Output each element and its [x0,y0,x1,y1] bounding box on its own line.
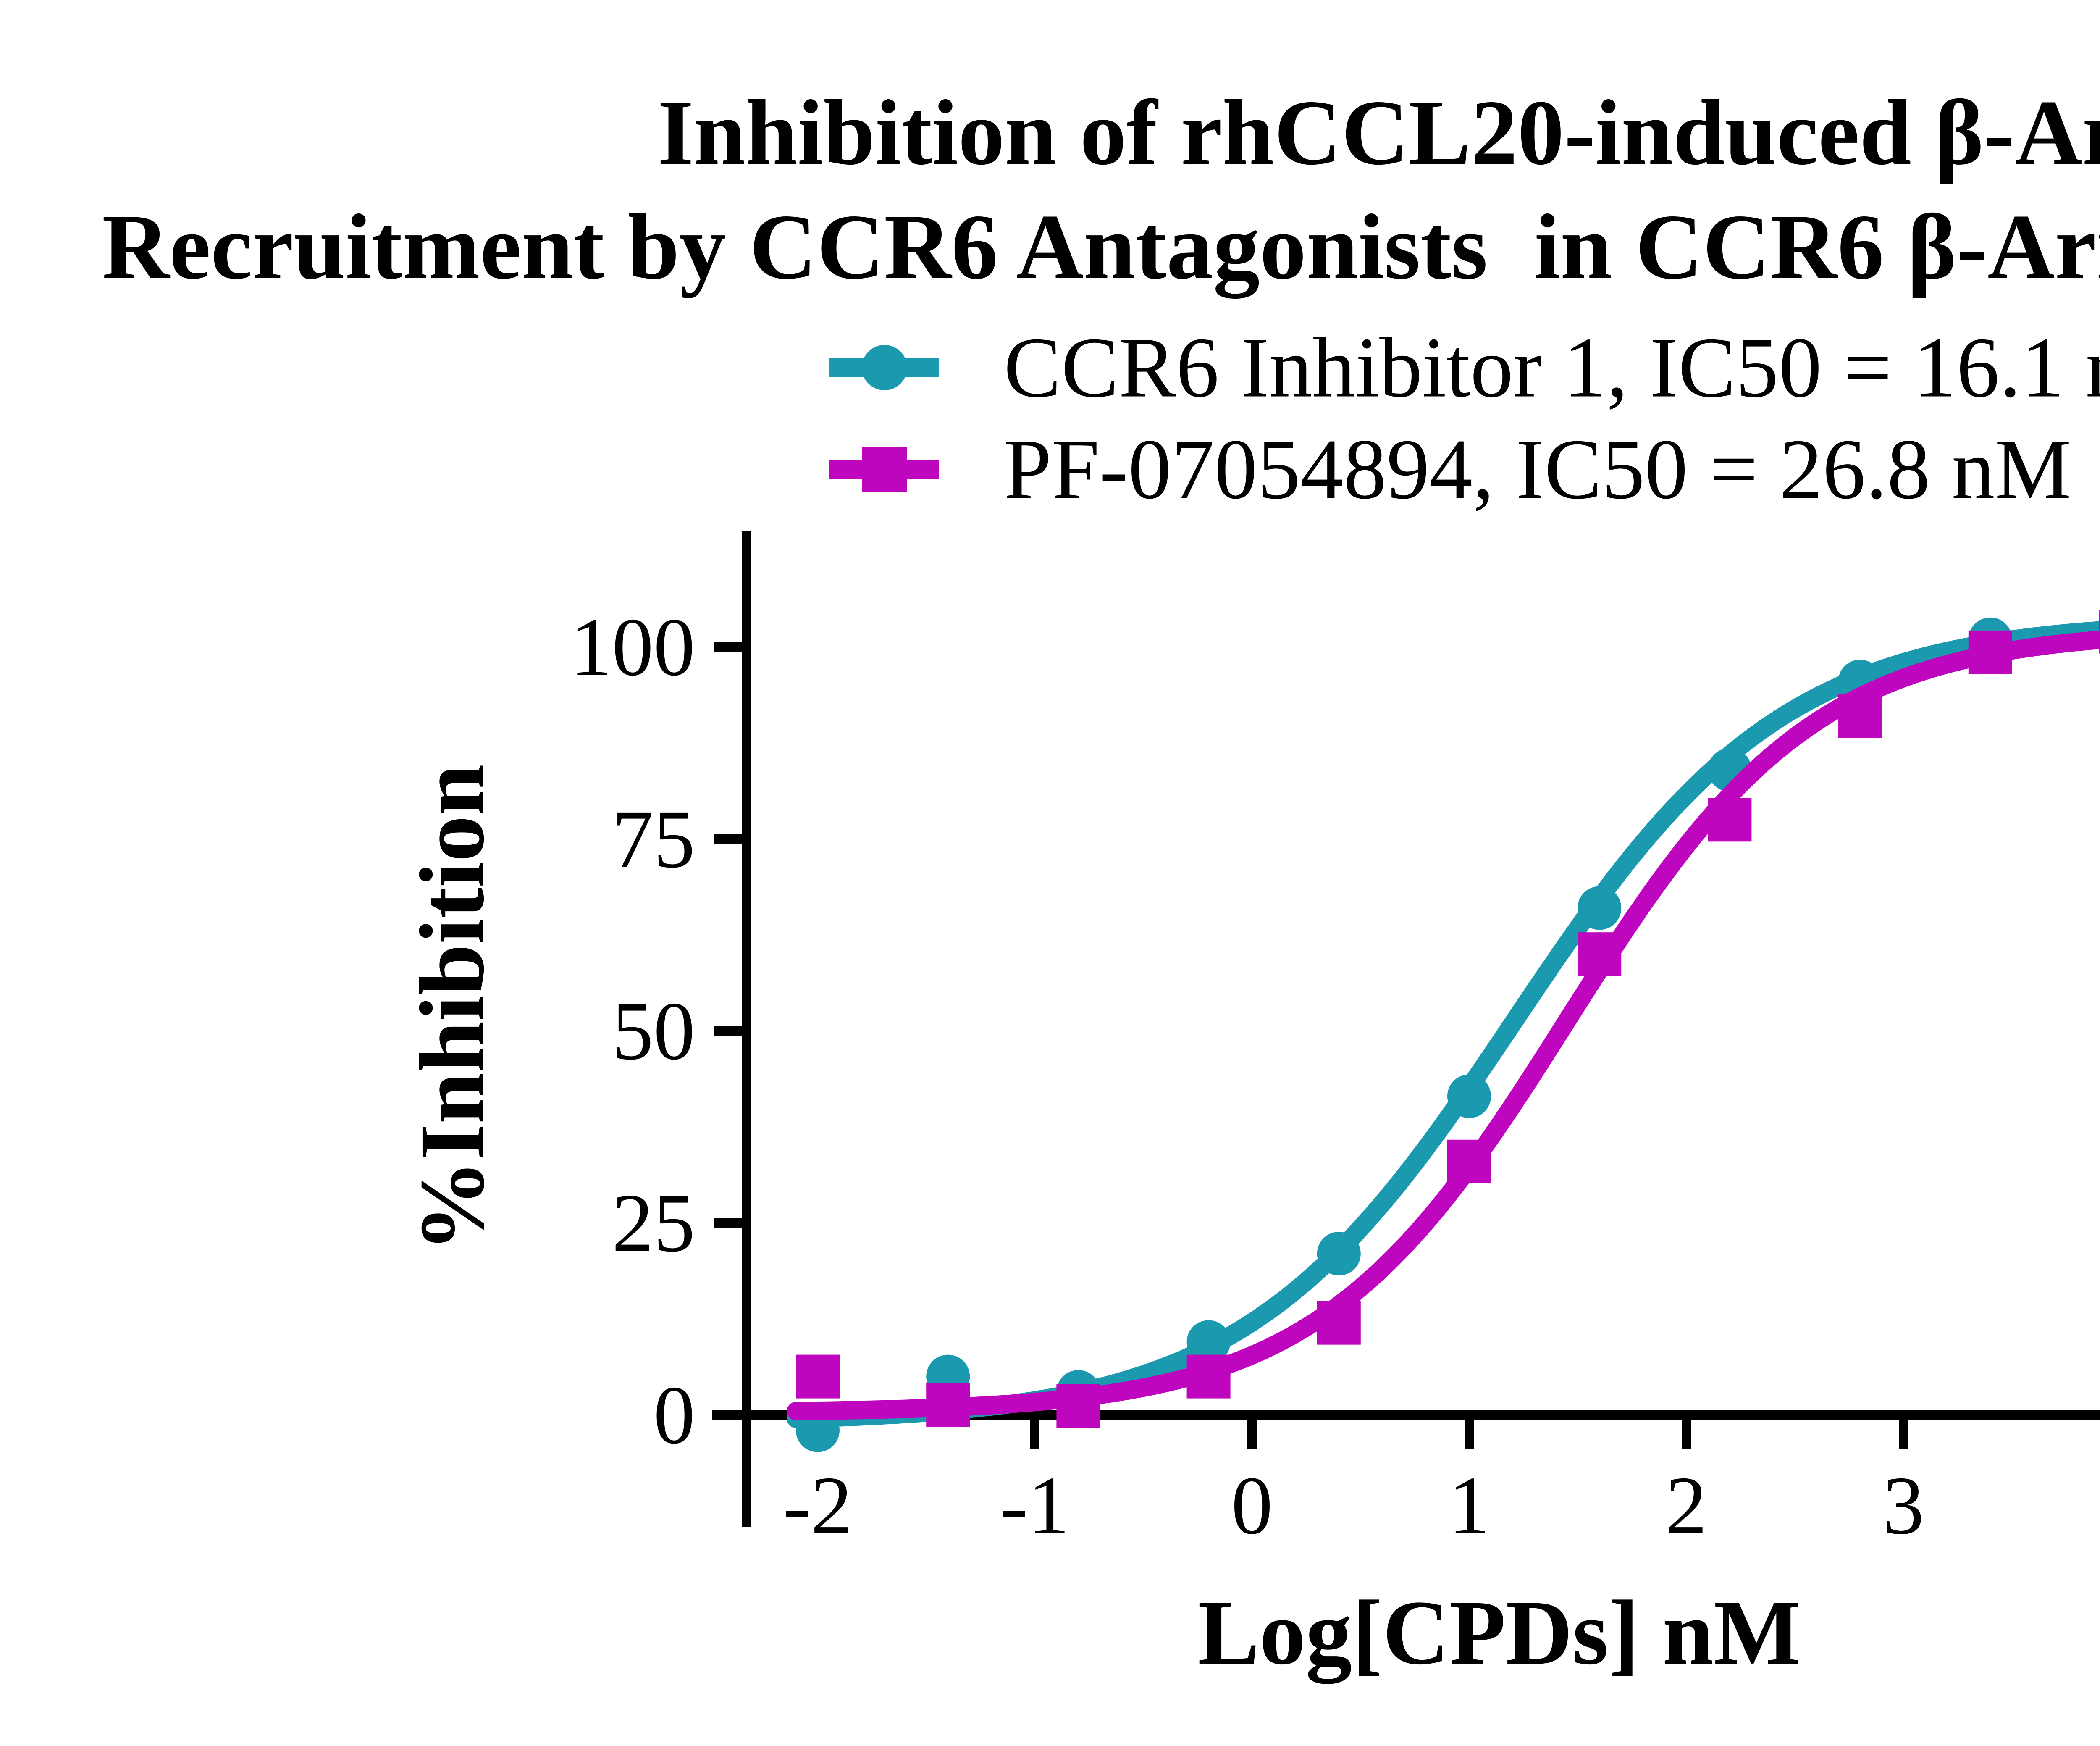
plot-area [787,610,2100,1452]
legend-entry-pf-07054894: PF-07054894, IC50 = 26.8 nM [830,422,2071,517]
x-tick-label: 3 [1883,1459,1924,1551]
legend-label-pf-07054894: PF-07054894, IC50 = 26.8 nM [1004,422,2071,517]
data-point-square [796,1354,840,1399]
legend: CCR6 Inhibitor 1, IC50 = 16.1 nM PF-0705… [830,320,2100,517]
y-tick-label: 0 [654,1369,695,1461]
x-tick-label: -1 [1000,1459,1070,1551]
data-point-square [1317,1301,1361,1345]
data-point-square [1968,630,2012,674]
legend-square-marker-icon [862,447,907,492]
y-tick-label: 25 [612,1177,695,1269]
data-point-square [1708,798,1752,842]
y-axis-ticks [714,642,747,1420]
x-axis-title: Log[CPDs] nM [1198,1581,1801,1684]
x-tick-label: 2 [1666,1459,1707,1551]
data-point-circle [1447,1074,1491,1118]
x-tick-label: 0 [1231,1459,1273,1551]
chart-title-line1: Inhibition of rhCCL20-induced β-Arrestin [657,81,2100,184]
y-tick-label: 100 [570,601,695,693]
data-point-square [2099,610,2100,654]
data-point-square [926,1383,970,1427]
legend-circle-marker-icon [862,345,907,390]
x-tick-label: -2 [783,1459,853,1551]
y-tick-label: 50 [612,985,695,1077]
x-axis-tick-labels: -2-101234 [783,1459,2100,1551]
chart-title-line2: Recruitment by CCR6 Antagonists in CCR6 … [102,195,2100,299]
x-tick-label: 1 [1449,1459,1490,1551]
data-point-square [1447,1139,1491,1183]
legend-label-ccr6-inhibitor-1: CCR6 Inhibitor 1, IC50 = 16.1 nM [1004,320,2100,415]
data-point-square [1186,1354,1231,1399]
y-axis-title: %Inhibition [401,764,503,1252]
legend-entry-ccr6-inhibitor-1: CCR6 Inhibitor 1, IC50 = 16.1 nM [830,320,2100,415]
y-axis-tick-labels: 0 25 50 75 100 [570,601,695,1461]
data-point-circle [1317,1232,1361,1276]
data-point-square [1838,694,1882,738]
data-point-circle [1578,886,1622,930]
data-point-square [1056,1384,1100,1428]
y-tick-label: 75 [612,793,695,885]
data-point-circle [1186,1320,1231,1364]
data-point-square [1578,932,1622,976]
